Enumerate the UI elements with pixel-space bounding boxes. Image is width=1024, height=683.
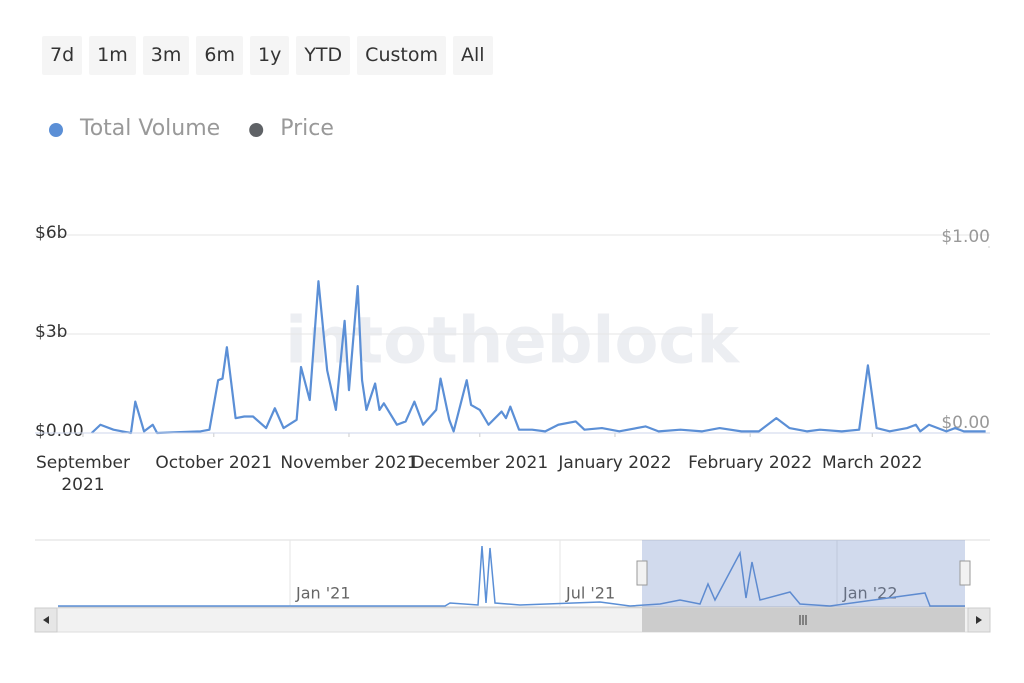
legend-marker: [49, 123, 63, 137]
y-tick-label: $3b: [35, 322, 67, 342]
x-tick-label: November 2021: [280, 453, 418, 473]
y-tick-label: $6b: [35, 223, 67, 243]
x-tick-label: February 2022: [688, 453, 813, 473]
x-tick-label: October 2021: [155, 453, 273, 473]
legend-item[interactable]: Total Volume: [49, 116, 220, 141]
legend-label: Total Volume: [79, 116, 220, 141]
x-tick-label: March 2022: [822, 453, 923, 473]
range-button[interactable]: Custom: [357, 36, 446, 75]
arrow-left: [43, 616, 49, 624]
range-button[interactable]: All: [452, 36, 493, 75]
range-button[interactable]: 1m: [89, 36, 136, 75]
navigator-handle[interactable]: [959, 560, 971, 586]
range-button[interactable]: 3m: [142, 36, 190, 75]
navigator-handle[interactable]: [636, 560, 648, 586]
range-selector: 7d 1m 3m 6m 1y YTD Custom All: [42, 36, 493, 75]
range-button[interactable]: 6m: [196, 36, 243, 75]
navigator-label: Jan '22: [842, 584, 898, 603]
range-button[interactable]: 7d: [42, 36, 83, 75]
y-tick-label: $0.00: [35, 421, 84, 441]
range-button[interactable]: YTD: [296, 36, 351, 75]
legend-label: Price: [280, 116, 334, 141]
series-line: [90, 280, 986, 435]
arrow-right: [976, 616, 982, 624]
thumb-grip: [799, 615, 807, 625]
legend-marker: [249, 123, 264, 137]
navigator-line: [58, 545, 965, 607]
x-tick-label: September 2021: [35, 453, 130, 495]
y2-tick-label: $1.00: [941, 227, 990, 247]
navigator-label: Jul '21: [565, 584, 615, 603]
x-tick-label: January 2022: [558, 453, 672, 473]
range-button[interactable]: 1y: [249, 36, 290, 75]
navigator-label: Jan '21: [295, 584, 351, 603]
x-tick-label: December 2021: [411, 453, 549, 473]
legend-item[interactable]: Price: [249, 116, 334, 141]
navigator-selection: [642, 540, 965, 607]
